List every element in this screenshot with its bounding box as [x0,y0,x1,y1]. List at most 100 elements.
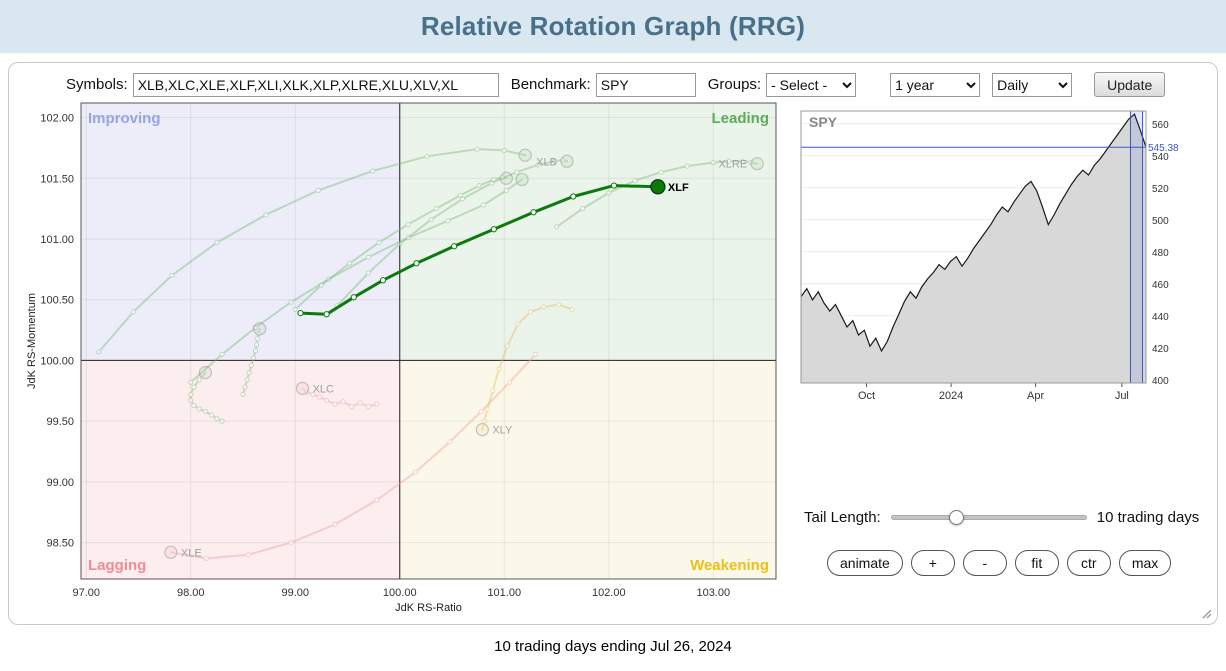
quadrant-improving [81,103,400,361]
quadrant-leading [399,103,776,361]
rrg-label-XLE: XLE [181,547,202,559]
rrg-y-tick: 99.00 [46,477,74,489]
rrg-x-tick: 103.00 [696,587,730,599]
animate-button[interactable]: animate [827,550,903,576]
rrg-endpoint-XLI[interactable] [515,172,529,187]
spy-x-tick: Oct [858,390,875,402]
rrg-endpoint-XLP[interactable] [253,322,267,336]
rrg-chart[interactable]: 97.00 98.00 99.00 100.00 101.00 102.00 103.00 9… [23,93,785,621]
fit-button[interactable]: fit [1014,550,1059,576]
update-button[interactable]: Update [1094,72,1166,97]
spy-y-tick: 440 [1152,312,1169,323]
zoom-in-button[interactable]: + [910,550,955,576]
spy-y-tick: 480 [1152,248,1169,259]
rrg-x-tick: 98.00 [177,587,205,599]
benchmark-label: Benchmark: [510,76,591,93]
rrg-endpoint-XLY[interactable] [475,422,489,437]
spy-x-tick: 2024 [939,390,963,402]
spy-title: SPY [809,114,838,130]
spy-price-line [800,113,1147,353]
footer-status: 10 trading days ending Jul 26, 2024 [0,638,1226,655]
rrg-y-tick: 100.50 [40,295,74,307]
frequency-select[interactable]: Daily [992,72,1073,97]
quadrant-label-improving: Improving [88,110,161,127]
rrg-endpoint-XLRE[interactable] [750,157,764,171]
groups-select[interactable]: - Select - [766,72,857,97]
rrg-endpoint-XLC[interactable] [295,381,310,396]
spy-y-tick: 560 [1152,120,1169,131]
spy-y-tick: 500 [1152,216,1169,227]
rrg-endpoint-XLB[interactable] [560,154,574,168]
rrg-trail-XLRE[interactable] [553,157,764,230]
main-panel: Symbols: Benchmark: Groups: - Select - 1… [8,62,1218,625]
rrg-trail-XLE[interactable] [164,351,539,561]
rrg-x-tick: 101.00 [487,587,521,599]
period-select[interactable]: 1 year [890,72,981,97]
toolbar: Symbols: Benchmark: Groups: - Select - 1… [66,72,1207,97]
rrg-trail-XLY[interactable] [475,301,575,437]
rrg-label-XLB: XLB [536,156,557,168]
slider-track[interactable] [890,515,1087,520]
footer-text: 10 trading days ending Jul 26, 2024 [494,638,732,655]
rrg-trail-XLB[interactable] [334,154,574,309]
rrg-trail-XLF[interactable] [297,179,666,318]
rrg-y-axis-title: JdK RS-Momentum [26,293,38,389]
spy-tail-window [1130,111,1143,383]
benchmark-input[interactable] [595,72,696,97]
rrg-trail-XLV[interactable] [292,171,514,313]
rrg-y-tick: 98.50 [46,538,74,550]
tail-length-control: Tail Length: 10 trading days [804,509,1216,526]
tail-length-value: 10 trading days [1096,509,1200,526]
rrg-x-tick: 97.00 [72,587,100,599]
rrg-y-tick: 102.00 [40,113,74,125]
rrg-trail-XLC[interactable] [295,381,380,410]
rrg-endpoint-XLK[interactable] [518,148,532,162]
maximize-button[interactable]: max [1118,550,1172,576]
app-header: Relative Rotation Graph (RRG) [0,0,1226,53]
rrg-endpoint-XLE[interactable] [164,545,178,559]
rrg-endpoint-XLU[interactable] [198,365,213,380]
rrg-x-tick: 99.00 [281,587,309,599]
symbols-input[interactable] [132,72,499,97]
rrg-y-tick: 100.00 [40,355,74,367]
chart-buttons: animate + - fit ctr max [827,550,1172,576]
rrg-trail-XLP[interactable] [240,322,267,398]
symbols-label: Symbols: [66,76,128,93]
groups-label: Groups: [707,76,762,93]
spy-last-price-label: 545.38 [1148,143,1179,154]
rrg-x-tick: 100.00 [383,587,417,599]
zoom-out-button[interactable]: - [962,550,1007,576]
spy-area [801,114,1146,383]
rrg-x-tick: 102.00 [592,587,626,599]
quadrant-label-weakening: Weakening [690,557,769,574]
page-title: Relative Rotation Graph (RRG) [420,11,806,41]
rrg-label-XLC: XLC [313,383,334,395]
slider-thumb[interactable] [949,510,965,525]
tail-length-slider[interactable] [890,509,1087,526]
quadrant-lagging [81,360,400,579]
spy-x-tick: Apr [1027,390,1044,402]
rrg-label-XLRE: XLRE [718,159,747,171]
spy-y-tick: 420 [1152,344,1169,355]
rrg-endpoint-XLV[interactable] [499,171,514,185]
rrg-y-tick: 101.00 [40,234,74,246]
center-button[interactable]: ctr [1066,550,1111,576]
spy-y-tick: 520 [1152,184,1169,195]
spy-y-tick: 540 [1152,152,1169,163]
quadrant-weakening [399,360,776,579]
rrg-endpoint-XLF[interactable] [650,179,666,195]
quadrant-label-leading: Leading [711,110,769,127]
spy-y-tick: 400 [1152,376,1169,387]
rrg-x-axis-title: JdK RS-Ratio [395,602,462,614]
tail-length-label: Tail Length: [804,509,881,526]
rrg-trail-XLU[interactable] [188,365,225,424]
spy-mini-chart[interactable]: 400 420 440 460 480 500 520 540 560 545.38 Oct 2024… [795,103,1191,403]
spy-y-tick: 460 [1152,280,1169,291]
rrg-y-tick: 101.50 [40,173,74,185]
rrg-trail-XLK[interactable] [96,146,532,355]
spy-x-tick: Jul [1115,390,1129,402]
resize-handle-icon[interactable] [1200,607,1212,619]
rrg-trail-XLI[interactable] [188,172,529,385]
rrg-label-XLY: XLY [492,425,513,437]
rrg-y-tick: 99.50 [46,416,74,428]
